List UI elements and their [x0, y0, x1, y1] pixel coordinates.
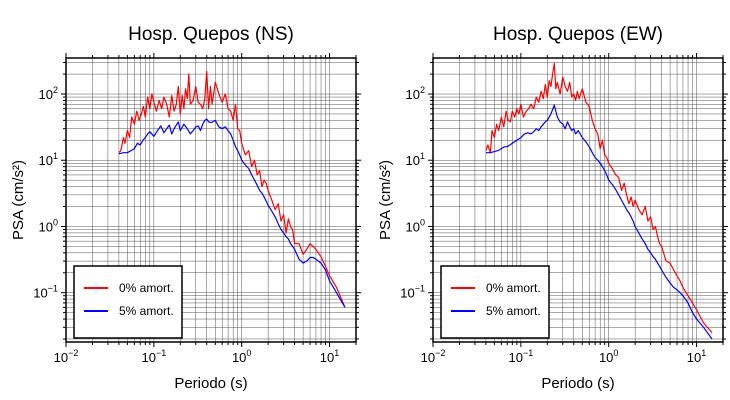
legend-box: [73, 265, 183, 339]
legend-label-1: 0% amort.: [486, 281, 541, 295]
y-axis-title: PSA (cm/s²): [377, 160, 394, 240]
x-tick-label: 101: [687, 348, 706, 365]
series-line-2: [485, 104, 713, 340]
y-tick-label: 101: [39, 151, 58, 168]
y-tick-label: 100: [406, 217, 425, 234]
x-axis-title: Periodo (s): [541, 375, 614, 392]
series-line-2: [118, 118, 346, 308]
chart-panel-2: 10−2 10−1 100 101 10−1 100 101 102 Hosp. Quepos …: [377, 24, 728, 392]
plot-frame: [65, 57, 357, 343]
y-tick-label: 102: [39, 85, 58, 102]
y-tick-label: 10−1: [400, 284, 425, 301]
chart-panel-1: 10−2 10−1 100 101 10−1 100 101 102 Hosp. Quepos …: [10, 24, 361, 392]
x-tick-label: 100: [599, 348, 618, 365]
x-axis-title: Periodo (s): [174, 375, 247, 392]
x-tick-label: 100: [232, 348, 251, 365]
x-tick-label: 10−2: [421, 348, 446, 365]
legend-label-1: 0% amort.: [119, 281, 174, 295]
series-line-1: [485, 62, 713, 333]
legend-label-2: 5% amort.: [486, 304, 541, 318]
x-tick-label: 10−1: [508, 348, 533, 365]
y-tick-label: 10−1: [33, 284, 58, 301]
x-tick-label: 10−2: [54, 348, 79, 365]
y-tick-label: 100: [39, 217, 58, 234]
legend: 0% amort. 5% amort.: [73, 265, 183, 339]
y-tick-label: 102: [406, 85, 425, 102]
legend: 0% amort. 5% amort.: [440, 265, 550, 339]
y-tick-label: 101: [406, 151, 425, 168]
x-tick-label: 10−1: [141, 348, 166, 365]
chart-title: Hosp. Quepos (EW): [493, 24, 663, 45]
chart-title: Hosp. Quepos (NS): [128, 24, 294, 45]
y-axis-title: PSA (cm/s²): [10, 160, 27, 240]
x-tick-label: 101: [320, 348, 339, 365]
plot-frame: [432, 57, 724, 343]
legend-box: [440, 265, 550, 339]
legend-label-2: 5% amort.: [119, 304, 174, 318]
series-line-1: [118, 70, 346, 308]
